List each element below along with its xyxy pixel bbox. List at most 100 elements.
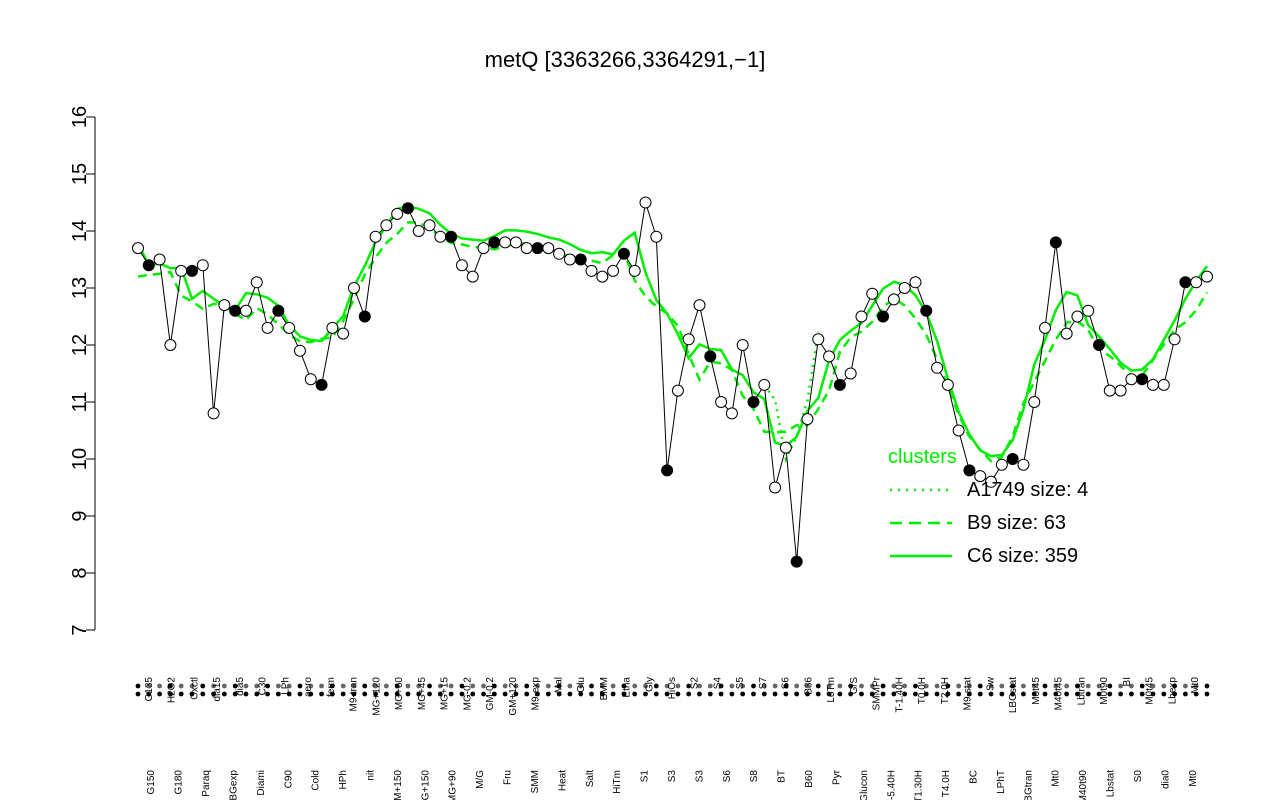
x-category-dot (1075, 683, 1080, 689)
x-category-dot (167, 683, 173, 689)
x-tick-label: nit (365, 770, 376, 781)
x-category-dot (567, 683, 573, 689)
data-point (704, 350, 717, 363)
x-category-dot (394, 691, 400, 697)
x-tick-label: S7 (758, 677, 769, 690)
data-point (682, 333, 695, 346)
x-category-dot (254, 683, 260, 689)
data-series (137, 202, 1208, 562)
legend: clusters A1749 size: 4 B9 size: 63 C6 size… (888, 446, 1088, 567)
x-category-dot (1064, 683, 1070, 689)
x-tick-label: M40t45 (1054, 677, 1065, 711)
x-tick-label: LPhT (996, 770, 1007, 794)
data-point (1071, 310, 1084, 323)
x-category-dot (383, 691, 389, 697)
x-tick-label: S6 (781, 677, 792, 690)
data-point (596, 270, 609, 283)
x-category-dot (513, 683, 519, 689)
data-point (499, 236, 512, 249)
x-category-dot (675, 683, 681, 689)
data-point (963, 464, 976, 477)
data-point (661, 464, 674, 477)
x-category-dot (902, 683, 908, 689)
x-category-dot (1053, 691, 1059, 697)
x-tick-label: M40t90 (1078, 770, 1089, 800)
y-tick-label: 13 (69, 277, 91, 299)
x-tick-label: aero (303, 677, 314, 697)
x-tick-label: G/S (849, 677, 860, 695)
x-category-dot (394, 683, 400, 689)
x-tick-label: HiTm (612, 770, 623, 794)
data-point (736, 339, 749, 351)
x-category-dot (761, 683, 767, 689)
data-point (477, 242, 490, 255)
x-tick-label: BMM (599, 677, 610, 700)
x-category-dot (286, 683, 292, 689)
x-tick-label: Lbtran (1076, 677, 1087, 705)
x-tick-label: B36 (803, 677, 814, 695)
x-tick-label: C30 (258, 677, 269, 696)
x-category-dot (967, 691, 972, 697)
x-category-dot (902, 691, 908, 697)
x-category-dot (589, 691, 594, 697)
y-tick-label: 14 (69, 220, 91, 242)
data-point (844, 367, 857, 380)
legend-entry-label: A1749 size: 4 (967, 479, 1088, 501)
data-point (833, 378, 846, 391)
x-category-dot (956, 691, 962, 697)
x-category-dot (286, 691, 292, 697)
y-tick-label: 7 (69, 624, 91, 635)
x-category-dot (1085, 683, 1091, 689)
x-category-dot (923, 691, 929, 697)
x-category-dot (556, 691, 562, 697)
x-category-dot (297, 683, 303, 689)
x-category-dot (1183, 683, 1188, 689)
x-category-dot (621, 683, 627, 689)
x-category-dot (880, 683, 886, 689)
x-tick-label: ferm (326, 677, 337, 697)
y-tick-label: 10 (69, 448, 91, 470)
x-tick-label: MG+90 (448, 770, 459, 800)
x-category-dot (524, 691, 530, 697)
y-tick-label: 16 (69, 106, 91, 128)
x-category-dot (988, 683, 994, 689)
x-tick-label: M9-stat (963, 677, 974, 711)
x-tick-label: HiOs (667, 677, 678, 699)
x-category-dot (221, 683, 227, 689)
x-category-dot (653, 683, 659, 689)
x-category-dot (211, 683, 216, 689)
x-tick-label: BT (777, 770, 788, 783)
data-point (639, 196, 652, 209)
x-category-dot (146, 691, 152, 697)
x-tick-label: M0t45 (1145, 677, 1156, 705)
x-tick-label: Mal (553, 677, 564, 693)
y-tick-label: 9 (69, 510, 91, 521)
x-category-dot (329, 691, 335, 697)
x-category-dot (1204, 691, 1210, 697)
data-point (153, 253, 166, 266)
x-tick-label: S4 (712, 677, 723, 690)
x-tick-label: T4.0H (941, 770, 952, 797)
x-tick-label: GM+120 (508, 677, 519, 716)
x-tick-label: S8 (749, 770, 760, 783)
x-category-dot (340, 691, 346, 697)
legend-entry-label: B9 size: 63 (967, 512, 1066, 534)
data-point (1201, 270, 1213, 283)
x-category-dot (265, 691, 270, 697)
data-point (542, 242, 555, 255)
data-point (445, 230, 458, 243)
data-point (185, 264, 198, 277)
data-point (693, 299, 706, 312)
data-point (1028, 396, 1041, 408)
x-category-dot (351, 691, 357, 697)
x-category-dot (275, 691, 281, 697)
y-tick-label: 15 (69, 163, 91, 185)
x-category-dot (999, 683, 1005, 689)
x-category-dot (1031, 691, 1037, 697)
data-point (1114, 384, 1127, 397)
data-point (920, 304, 933, 317)
data-point (563, 253, 576, 266)
x-category-dot (707, 683, 713, 689)
x-category-dot (686, 683, 692, 689)
